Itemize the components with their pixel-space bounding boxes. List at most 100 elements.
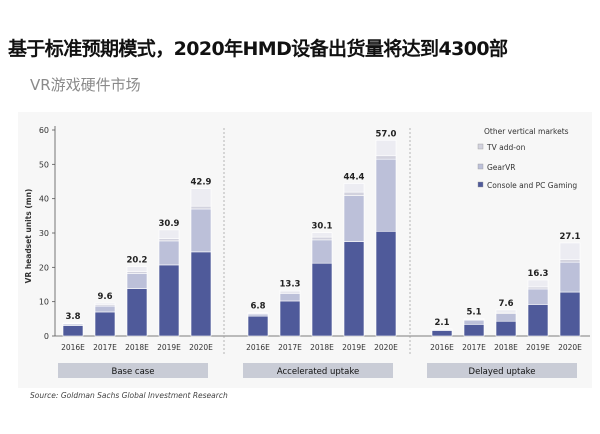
- bar-segment-gearvr: [343, 195, 365, 242]
- legend-swatch: [477, 143, 484, 150]
- scenario-band: [243, 363, 393, 378]
- bar-total-label: 7.6: [498, 299, 513, 309]
- y-axis-title: VR headset units (mn): [24, 189, 33, 284]
- y-tick-label: 60: [39, 126, 49, 135]
- bar-total-label: 16.3: [528, 269, 549, 279]
- bar-segment-gearvr: [495, 313, 517, 322]
- bar-segment-other-vertical-markets: [62, 322, 84, 324]
- bar-segment-gearvr: [559, 261, 581, 293]
- x-tick-label: 2019E: [157, 343, 181, 352]
- bar-segment-tv-add-on: [343, 191, 365, 196]
- y-tick-label: 50: [39, 160, 49, 169]
- x-tick-label: 2016E: [430, 343, 454, 352]
- scenario-label: Delayed uptake: [469, 367, 536, 377]
- bar-segment-other-vertical-markets: [527, 279, 549, 288]
- bar-segment-tv-add-on: [158, 238, 180, 242]
- bar-segment-other-vertical-markets: [495, 309, 517, 313]
- x-tick-label: 2017E: [93, 343, 117, 352]
- bar-segment-gearvr: [94, 305, 116, 313]
- bar-segment-gearvr: [158, 240, 180, 266]
- legend-swatch: [477, 181, 484, 188]
- bar-segment-other-vertical-markets: [559, 242, 581, 260]
- bar-segment-other-vertical-markets: [463, 318, 485, 320]
- legend-label: TV add-on: [486, 143, 526, 152]
- bar-total-label: 13.3: [280, 279, 301, 289]
- bar-total-label: 9.6: [97, 292, 112, 302]
- bar-segment-tv-add-on: [375, 155, 397, 160]
- x-tick-label: 2019E: [526, 343, 550, 352]
- page-subtitle: VR游戏硬件市场: [30, 76, 141, 94]
- bar-segment-console-and-pc-gaming: [247, 315, 269, 337]
- bar-segment-other-vertical-markets: [190, 188, 212, 207]
- y-tick-label: 0: [44, 332, 49, 341]
- bar-segment-console-and-pc-gaming: [158, 264, 180, 337]
- bar-total-label: 3.8: [65, 312, 80, 322]
- y-tick-label: 40: [39, 195, 49, 204]
- x-tick-label: 2017E: [462, 343, 486, 352]
- x-tick-label: 2016E: [61, 343, 85, 352]
- y-tick-label: 10: [39, 298, 49, 307]
- scenario-label: Base case: [112, 367, 155, 377]
- scenario-label: Accelerated uptake: [277, 367, 359, 377]
- x-tick-label: 2020E: [189, 343, 213, 352]
- bar-segment-console-and-pc-gaming: [126, 288, 148, 337]
- bar-total-label: 30.9: [159, 219, 180, 229]
- bar-total-label: 44.4: [344, 173, 365, 183]
- legend-swatch: [477, 163, 484, 170]
- bar-total-label: 6.8: [250, 302, 265, 312]
- bar-segment-tv-add-on: [559, 259, 581, 263]
- bar-segment-console-and-pc-gaming: [94, 311, 116, 337]
- bar-segment-gearvr: [190, 208, 212, 253]
- bar-segment-gearvr: [311, 239, 333, 264]
- bar-segment-console-and-pc-gaming: [343, 241, 365, 337]
- chart-panel: [18, 112, 592, 388]
- bar-segment-other-vertical-markets: [247, 312, 269, 314]
- bar-segment-other-vertical-markets: [375, 140, 397, 157]
- y-tick-label: 20: [39, 263, 49, 272]
- bar-segment-other-vertical-markets: [279, 290, 301, 293]
- scenario-band: [427, 363, 577, 378]
- x-tick-label: 2016E: [246, 343, 270, 352]
- bar-segment-other-vertical-markets: [343, 183, 365, 193]
- bar-segment-console-and-pc-gaming: [62, 325, 84, 337]
- bar-segment-console-and-pc-gaming: [311, 262, 333, 337]
- legend-label: GearVR: [487, 163, 515, 172]
- bar-total-label: 30.1: [312, 222, 333, 232]
- bar-total-label: 42.9: [191, 178, 212, 188]
- bar-segment-console-and-pc-gaming: [279, 300, 301, 337]
- bar-segment-console-and-pc-gaming: [375, 230, 397, 337]
- bar-segment-other-vertical-markets: [311, 232, 333, 238]
- bar-segment-other-vertical-markets: [94, 302, 116, 306]
- scenario-band: [58, 363, 208, 378]
- bar-segment-gearvr: [279, 293, 301, 302]
- bar-segment-gearvr: [375, 158, 397, 232]
- bar-segment-console-and-pc-gaming: [190, 251, 212, 337]
- bar-segment-console-and-pc-gaming: [431, 330, 453, 337]
- bar-segment-other-vertical-markets: [158, 229, 180, 239]
- y-tick-label: 30: [39, 229, 49, 238]
- page-headline: 基于标准预期模式，2020年HMD设备出货量将达到4300部: [8, 38, 508, 60]
- bar-total-label: 20.2: [127, 256, 148, 266]
- x-tick-label: 2018E: [494, 343, 518, 352]
- bar-segment-tv-add-on: [527, 286, 549, 290]
- source-note: Source: Goldman Sachs Global Investment …: [30, 391, 228, 400]
- bar-segment-console-and-pc-gaming: [463, 324, 485, 337]
- bar-segment-other-vertical-markets: [126, 266, 148, 272]
- bar-segment-console-and-pc-gaming: [527, 304, 549, 337]
- bar-total-label: 5.1: [466, 307, 481, 317]
- bar-segment-console-and-pc-gaming: [495, 320, 517, 337]
- x-tick-label: 2017E: [278, 343, 302, 352]
- bar-segment-console-and-pc-gaming: [559, 291, 581, 337]
- x-tick-label: 2018E: [125, 343, 149, 352]
- legend-label: Other vertical markets: [484, 127, 569, 136]
- x-tick-label: 2019E: [342, 343, 366, 352]
- bar-segment-gearvr: [126, 273, 148, 289]
- bar-total-label: 2.1: [434, 318, 449, 328]
- x-tick-label: 2018E: [310, 343, 334, 352]
- x-tick-label: 2020E: [558, 343, 582, 352]
- bar-segment-gearvr: [463, 319, 485, 325]
- bar-segment-gearvr: [247, 313, 269, 317]
- bar-total-label: 57.0: [376, 129, 397, 139]
- x-tick-label: 2020E: [374, 343, 398, 352]
